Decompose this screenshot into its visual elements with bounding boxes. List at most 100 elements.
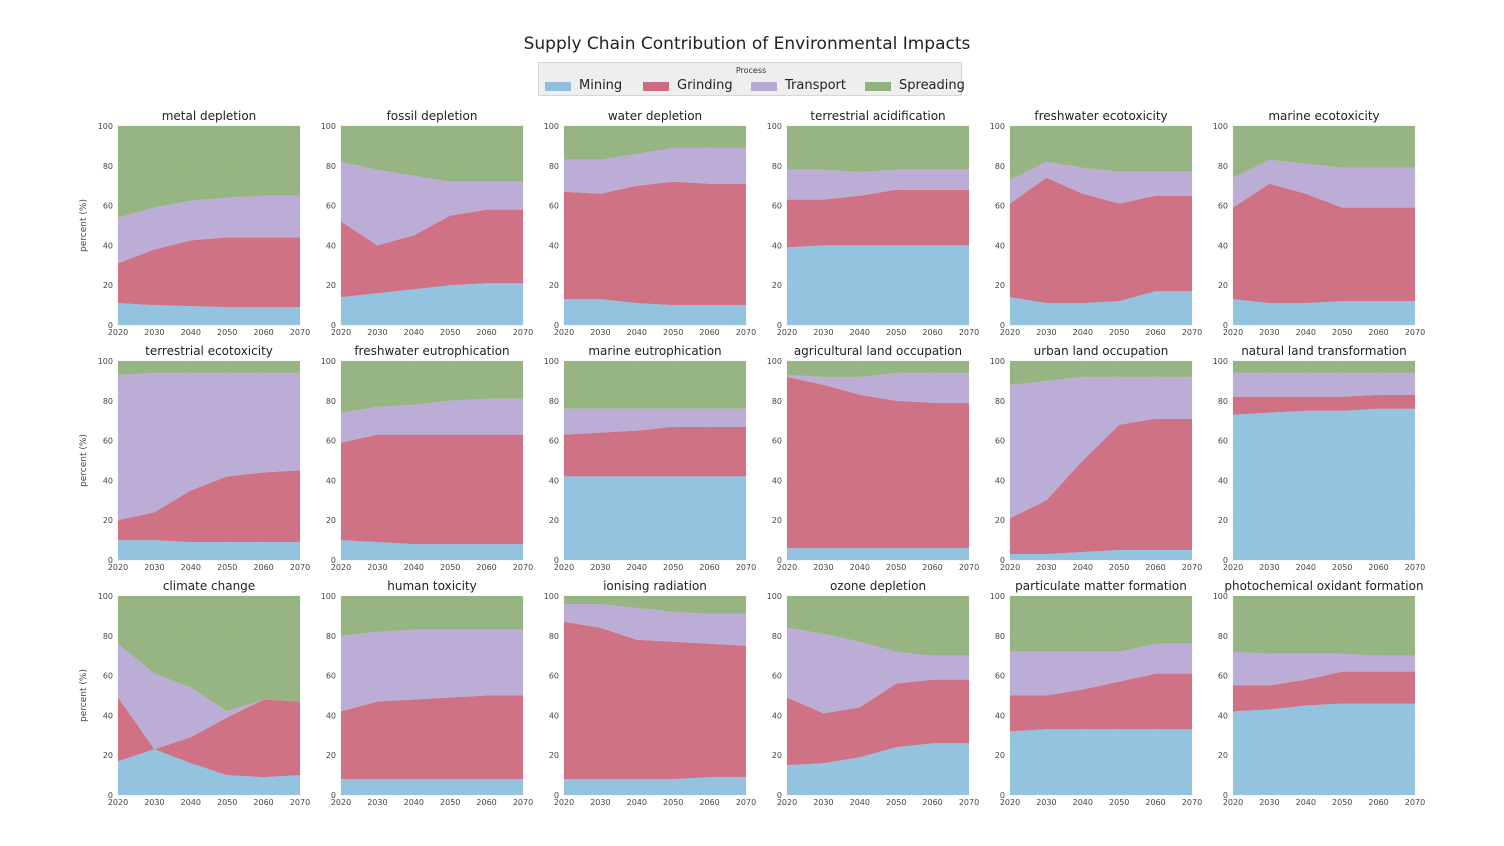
x-tick-label: 2020 xyxy=(777,563,797,572)
legend-swatch-grinding xyxy=(643,82,669,91)
panel-title: marine eutrophication xyxy=(588,344,721,358)
x-tick-label: 2050 xyxy=(440,798,460,807)
area-grinding-urban-land-occupation xyxy=(1010,418,1192,554)
area-transport-metal-depletion xyxy=(118,195,300,264)
x-tick-label: 2040 xyxy=(850,563,870,572)
y-tick-label: 40 xyxy=(103,711,113,720)
x-tick-label: 2050 xyxy=(217,328,237,337)
y-tick-label: 20 xyxy=(549,751,559,760)
y-tick-label: 100 xyxy=(544,357,559,366)
y-tick-label: 40 xyxy=(1218,241,1228,250)
y-tick-label: 100 xyxy=(990,592,1005,601)
x-tick-label: 2030 xyxy=(1259,798,1279,807)
legend-swatch-spreading xyxy=(865,82,891,91)
y-tick-label: 0 xyxy=(1000,556,1005,565)
x-tick-label: 2070 xyxy=(513,328,533,337)
x-tick-label: 2070 xyxy=(290,798,310,807)
area-grinding-metal-depletion xyxy=(118,237,300,308)
x-tick-label: 2050 xyxy=(1109,798,1129,807)
y-tick-label: 60 xyxy=(772,437,782,446)
y-tick-label: 40 xyxy=(772,476,782,485)
x-tick-label: 2040 xyxy=(1073,563,1093,572)
area-mining-natural-land-transformation xyxy=(1233,408,1415,560)
panel-title: particulate matter formation xyxy=(1015,579,1187,593)
area-mining-climate-change xyxy=(118,749,300,795)
y-tick-label: 100 xyxy=(1213,357,1228,366)
x-tick-label: 2030 xyxy=(367,798,387,807)
x-tick-label: 2050 xyxy=(440,328,460,337)
y-tick-label: 0 xyxy=(1223,791,1228,800)
y-tick-label: 60 xyxy=(549,202,559,211)
x-tick-label: 2020 xyxy=(1000,798,1020,807)
y-tick-label: 60 xyxy=(1218,202,1228,211)
y-tick-label: 60 xyxy=(1218,672,1228,681)
y-tick-label: 80 xyxy=(103,632,113,641)
y-tick-label: 100 xyxy=(990,357,1005,366)
x-tick-label: 2040 xyxy=(850,328,870,337)
y-tick-label: 20 xyxy=(549,281,559,290)
y-tick-label: 20 xyxy=(772,281,782,290)
x-tick-label: 2030 xyxy=(367,328,387,337)
legend-label-spreading: Spreading xyxy=(899,78,965,93)
y-tick-label: 60 xyxy=(103,202,113,211)
area-mining-ozone-depletion xyxy=(787,743,969,795)
y-tick-label: 100 xyxy=(98,592,113,601)
area-grinding-fossil-depletion xyxy=(341,209,523,298)
area-spreading-natural-land-transformation xyxy=(1233,361,1415,373)
y-tick-label: 20 xyxy=(1218,751,1228,760)
y-tick-label: 20 xyxy=(103,751,113,760)
y-tick-label: 40 xyxy=(772,711,782,720)
y-tick-label: 40 xyxy=(103,476,113,485)
x-tick-label: 2070 xyxy=(1182,563,1202,572)
y-tick-label: 100 xyxy=(544,592,559,601)
y-tick-label: 20 xyxy=(772,516,782,525)
x-tick-label: 2060 xyxy=(1145,328,1165,337)
y-tick-label: 0 xyxy=(331,556,336,565)
y-tick-label: 80 xyxy=(772,162,782,171)
x-tick-label: 2020 xyxy=(108,798,128,807)
legend-label-mining: Mining xyxy=(579,78,623,93)
y-tick-label: 100 xyxy=(767,357,782,366)
area-mining-human-toxicity xyxy=(341,779,523,795)
x-tick-label: 2030 xyxy=(1036,563,1056,572)
area-grinding-marine-ecotoxicity xyxy=(1233,183,1415,304)
legend-title: Process xyxy=(735,66,767,75)
x-tick-label: 2050 xyxy=(1109,328,1129,337)
area-spreading-freshwater-ecotoxicity xyxy=(1010,126,1192,180)
x-tick-label: 2060 xyxy=(1368,798,1388,807)
y-tick-label: 60 xyxy=(995,672,1005,681)
y-tick-label: 0 xyxy=(1000,321,1005,330)
area-transport-freshwater-ecotoxicity xyxy=(1010,161,1192,204)
area-mining-ionising-radiation xyxy=(564,777,746,795)
panel-title: terrestrial ecotoxicity xyxy=(145,344,273,358)
panel-title: metal depletion xyxy=(162,109,257,123)
y-tick-label: 80 xyxy=(772,632,782,641)
x-tick-label: 2070 xyxy=(290,563,310,572)
area-grinding-human-toxicity xyxy=(341,695,523,780)
x-tick-label: 2020 xyxy=(554,563,574,572)
y-tick-label: 0 xyxy=(331,321,336,330)
y-tick-label: 80 xyxy=(549,397,559,406)
panel-title: photochemical oxidant formation xyxy=(1224,579,1423,593)
y-axis-label: percent (%) xyxy=(79,199,89,252)
x-tick-label: 2020 xyxy=(1223,328,1243,337)
y-tick-label: 40 xyxy=(549,476,559,485)
x-tick-label: 2020 xyxy=(1000,563,1020,572)
x-tick-label: 2070 xyxy=(736,328,756,337)
y-tick-label: 60 xyxy=(326,202,336,211)
x-tick-label: 2040 xyxy=(404,563,424,572)
x-tick-label: 2040 xyxy=(850,798,870,807)
y-tick-label: 60 xyxy=(995,437,1005,446)
y-tick-label: 100 xyxy=(321,592,336,601)
panel-photochemical-oxidant-formation: photochemical oxidant formation020406080… xyxy=(1213,579,1425,807)
y-tick-label: 100 xyxy=(544,122,559,131)
y-tick-label: 80 xyxy=(326,397,336,406)
area-transport-water-depletion xyxy=(564,147,746,194)
panel-title: urban land occupation xyxy=(1034,344,1169,358)
x-tick-label: 2070 xyxy=(1405,798,1425,807)
x-tick-label: 2050 xyxy=(886,798,906,807)
